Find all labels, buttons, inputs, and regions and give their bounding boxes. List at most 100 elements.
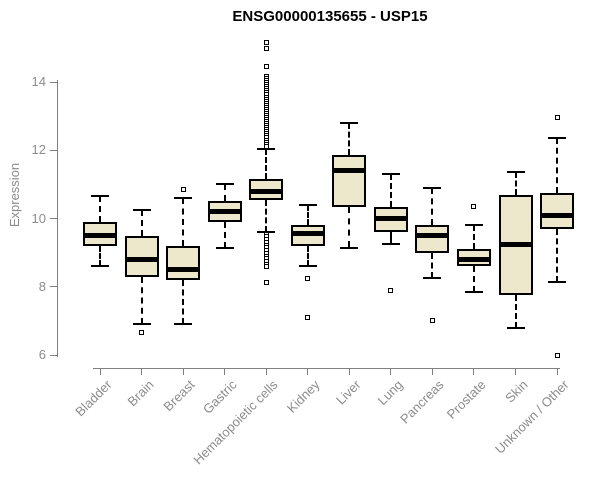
- whisker-upper-bladder: [99, 196, 101, 222]
- median-breast: [168, 267, 199, 273]
- x-tick-label: Unknown / Other: [492, 377, 572, 457]
- whisker-upper-hematopoietic-cells: [265, 148, 268, 180]
- box-pancreas: [415, 225, 450, 253]
- whisker-cap-high-gastric: [215, 183, 234, 186]
- whisker-lower-prostate: [472, 266, 475, 292]
- median-gastric: [209, 209, 240, 215]
- x-tick: [556, 368, 558, 375]
- y-tick: [50, 286, 57, 288]
- whisker-cap-high-bladder: [91, 195, 109, 198]
- outlier-point-kidney: [305, 314, 311, 320]
- whisker-cap-low-liver: [340, 246, 359, 249]
- x-tick: [473, 368, 475, 375]
- whisker-cap-high-brain: [132, 208, 151, 211]
- whisker-cap-low-unknown-other: [548, 280, 567, 283]
- x-tick: [307, 368, 309, 375]
- x-tick-label: Skin: [501, 377, 531, 406]
- outlier-point-lung: [388, 287, 394, 293]
- y-axis-line: [57, 80, 58, 357]
- whisker-cap-low-prostate: [464, 290, 483, 293]
- whisker-cap-low-gastric: [215, 246, 234, 249]
- whisker-cap-high-breast: [174, 197, 193, 200]
- outlier-point-brain: [139, 330, 145, 336]
- whisker-cap-high-pancreas: [423, 186, 442, 189]
- whisker-lower-gastric: [223, 221, 226, 248]
- y-tick-label: 8: [38, 278, 46, 294]
- whisker-upper-gastric: [223, 184, 226, 202]
- outlier-point-hematopoietic-cells: [263, 64, 269, 70]
- whisker-upper-prostate: [472, 225, 475, 250]
- whisker-cap-low-skin: [506, 326, 525, 329]
- x-tick-label: Pancreas: [397, 377, 447, 427]
- whisker-cap-high-unknown-other: [548, 137, 567, 140]
- whisker-cap-low-brain: [132, 323, 151, 326]
- y-tick-label: 12: [31, 142, 46, 158]
- y-tick: [50, 81, 57, 83]
- whisker-lower-skin: [514, 295, 517, 328]
- outlier-point-hematopoietic-cells: [263, 40, 269, 46]
- outlier-point-hematopoietic-cells: [263, 143, 269, 149]
- y-tick-label: 10: [31, 210, 46, 226]
- whisker-cap-high-lung: [381, 173, 400, 176]
- y-tick: [50, 149, 57, 151]
- x-tick: [431, 368, 433, 375]
- whisker-lower-unknown-other: [556, 228, 559, 282]
- outlier-point-unknown-other: [554, 352, 560, 358]
- x-tick-label: Liver: [333, 377, 364, 408]
- x-tick-label: Prostate: [443, 377, 489, 422]
- whisker-cap-low-breast: [174, 323, 193, 326]
- x-tick: [265, 368, 267, 375]
- chart-title: ENSG00000135655 - USP15: [232, 8, 428, 25]
- box-unknown-other: [540, 192, 575, 229]
- box-liver: [332, 155, 367, 207]
- outlier-point-prostate: [471, 204, 477, 210]
- median-skin: [500, 241, 531, 247]
- median-pancreas: [417, 233, 448, 239]
- x-tick: [390, 368, 392, 375]
- x-tick-label: Lung: [374, 377, 406, 409]
- median-unknown-other: [542, 212, 573, 218]
- y-tick: [50, 218, 57, 219]
- whisker-cap-low-bladder: [91, 265, 109, 268]
- whisker-lower-lung: [389, 232, 392, 245]
- whisker-upper-skin: [514, 172, 517, 195]
- outlier-point-pancreas: [429, 318, 435, 324]
- whisker-cap-low-lung: [381, 243, 400, 246]
- whisker-upper-liver: [348, 122, 351, 156]
- median-kidney: [292, 231, 323, 237]
- x-tick: [224, 368, 226, 375]
- median-bladder: [85, 233, 115, 239]
- outlier-point-hematopoietic-cells: [263, 280, 269, 286]
- outlier-point-breast: [180, 186, 186, 192]
- box-breast: [166, 245, 201, 280]
- box-lung: [373, 206, 408, 233]
- y-tick-label: 6: [38, 347, 46, 362]
- whisker-lower-pancreas: [431, 252, 434, 279]
- whisker-cap-high-liver: [340, 121, 359, 124]
- whisker-lower-kidney: [306, 245, 309, 267]
- x-tick: [348, 368, 350, 375]
- x-tick: [99, 368, 101, 375]
- median-hematopoietic-cells: [251, 188, 282, 194]
- x-tick: [515, 368, 516, 375]
- y-tick-label: 14: [31, 74, 46, 89]
- whisker-cap-low-pancreas: [423, 277, 442, 280]
- x-tick-label: Bladder: [72, 377, 115, 420]
- x-tick-label: Brain: [124, 377, 157, 410]
- whisker-cap-high-skin: [506, 171, 525, 174]
- x-tick: [141, 368, 143, 375]
- whisker-lower-bladder: [99, 245, 101, 267]
- whisker-lower-breast: [182, 279, 185, 325]
- outlier-point-hematopoietic-cells: [263, 264, 269, 270]
- box-brain: [124, 235, 159, 277]
- whisker-lower-liver: [348, 206, 351, 248]
- whisker-cap-low-kidney: [298, 265, 317, 268]
- x-tick-label: Kidney: [283, 377, 323, 416]
- whisker-upper-pancreas: [431, 187, 434, 226]
- x-axis-line: [93, 368, 560, 369]
- whisker-upper-kidney: [306, 204, 309, 226]
- median-prostate: [458, 256, 489, 262]
- outlier-point-kidney: [305, 275, 311, 281]
- whisker-cap-high-prostate: [464, 224, 483, 227]
- outlier-point-hematopoietic-cells: [263, 46, 269, 52]
